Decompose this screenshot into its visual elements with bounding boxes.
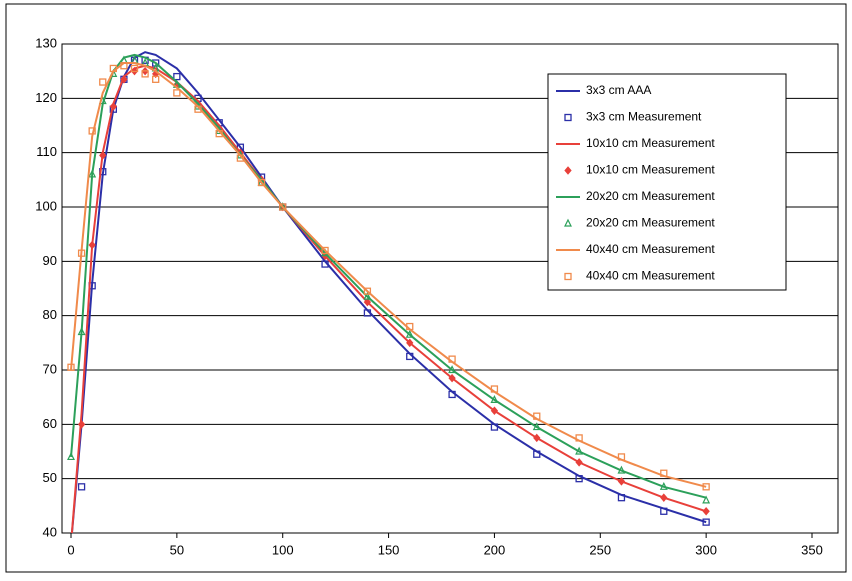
data-point bbox=[702, 518, 710, 526]
x-tick-label: 300 bbox=[695, 542, 717, 557]
data-point bbox=[77, 483, 86, 491]
data-point bbox=[617, 453, 626, 461]
legend-label: 10x10 cm Measurement bbox=[586, 163, 715, 177]
data-point bbox=[702, 506, 710, 516]
y-tick-label: 40 bbox=[43, 524, 57, 539]
data-point bbox=[406, 352, 414, 361]
data-point bbox=[490, 406, 499, 416]
data-point bbox=[88, 169, 97, 178]
legend-box bbox=[547, 73, 787, 291]
data-point bbox=[575, 458, 583, 467]
data-point bbox=[448, 390, 456, 399]
legend-label: 10x10 cm Measurement bbox=[586, 136, 715, 150]
legend-label: 20x20 cm Measurement bbox=[586, 216, 715, 230]
data-point bbox=[617, 477, 626, 486]
y-tick-label: 100 bbox=[35, 198, 57, 213]
data-point bbox=[363, 297, 372, 307]
data-point bbox=[141, 70, 149, 78]
y-tick-label: 120 bbox=[35, 90, 57, 105]
data-point bbox=[490, 423, 499, 431]
data-point bbox=[617, 465, 626, 474]
data-point bbox=[702, 483, 710, 491]
x-tick-label: 150 bbox=[378, 542, 400, 557]
y-tick-label: 80 bbox=[43, 307, 57, 322]
data-point bbox=[575, 434, 583, 442]
data-point bbox=[120, 62, 128, 70]
data-point bbox=[99, 78, 107, 86]
data-point bbox=[173, 72, 181, 81]
data-point bbox=[363, 291, 372, 300]
legend-label: 40x40 cm Measurement bbox=[586, 242, 715, 256]
y-tick-label: 90 bbox=[43, 253, 57, 268]
data-point bbox=[67, 363, 75, 371]
legend-swatch bbox=[564, 166, 572, 175]
legend-label: 3x3 cm AAA bbox=[586, 83, 651, 97]
data-point bbox=[448, 373, 456, 383]
data-point bbox=[215, 129, 223, 138]
data-point bbox=[660, 493, 668, 502]
data-point bbox=[575, 475, 583, 483]
legend-label: 40x40 cm Measurement bbox=[586, 269, 715, 283]
data-point bbox=[448, 365, 457, 374]
data-point bbox=[490, 385, 499, 393]
x-tick-label: 250 bbox=[589, 542, 611, 557]
data-point bbox=[173, 89, 181, 97]
legend-swatch bbox=[564, 272, 572, 281]
data-point bbox=[88, 127, 96, 135]
data-point bbox=[660, 507, 668, 515]
data-point bbox=[660, 469, 668, 477]
y-tick-label: 130 bbox=[35, 35, 57, 50]
data-point bbox=[77, 420, 86, 429]
data-point bbox=[152, 75, 160, 83]
data-point bbox=[575, 446, 584, 455]
legend-swatch bbox=[564, 113, 572, 122]
data-point bbox=[617, 494, 626, 502]
legend: 3x3 cm AAA 3x3 cm Measurement 10x10 cm Mea… bbox=[547, 73, 787, 291]
data-point bbox=[99, 151, 107, 160]
data-point bbox=[533, 433, 541, 443]
y-tick-label: 110 bbox=[36, 144, 57, 159]
data-point bbox=[109, 102, 118, 111]
x-tick-label: 350 bbox=[801, 542, 823, 557]
y-tick-label: 50 bbox=[43, 470, 57, 485]
data-point bbox=[406, 322, 414, 331]
data-point bbox=[88, 240, 96, 250]
legend-label: 3x3 cm Measurement bbox=[586, 110, 702, 124]
y-tick-label: 70 bbox=[43, 361, 57, 376]
data-point bbox=[236, 154, 245, 162]
data-point bbox=[363, 287, 372, 295]
data-point bbox=[109, 64, 117, 73]
data-point bbox=[405, 329, 414, 338]
data-point bbox=[702, 495, 711, 504]
data-point bbox=[659, 481, 668, 490]
data-point bbox=[406, 338, 414, 348]
data-point bbox=[194, 105, 202, 113]
x-tick-label: 50 bbox=[170, 542, 184, 557]
data-point bbox=[321, 260, 329, 268]
data-point bbox=[77, 249, 86, 257]
data-point bbox=[67, 452, 75, 461]
data-point bbox=[279, 203, 287, 211]
data-point bbox=[533, 450, 541, 458]
x-tick-label: 0 bbox=[67, 542, 74, 557]
data-point bbox=[120, 75, 128, 84]
data-point bbox=[490, 395, 499, 403]
x-tick-label: 100 bbox=[272, 542, 294, 557]
data-point bbox=[321, 246, 329, 255]
data-point bbox=[533, 412, 541, 420]
data-point bbox=[257, 178, 266, 187]
data-point bbox=[448, 355, 456, 363]
data-point bbox=[130, 64, 139, 73]
x-tick-label: 200 bbox=[484, 542, 506, 557]
legend-swatch bbox=[564, 218, 572, 227]
legend-label: 20x20 cm Measurement bbox=[586, 189, 715, 203]
data-point bbox=[77, 327, 86, 336]
y-tick-label: 60 bbox=[43, 416, 57, 431]
data-point bbox=[363, 309, 372, 317]
data-point bbox=[532, 422, 541, 431]
